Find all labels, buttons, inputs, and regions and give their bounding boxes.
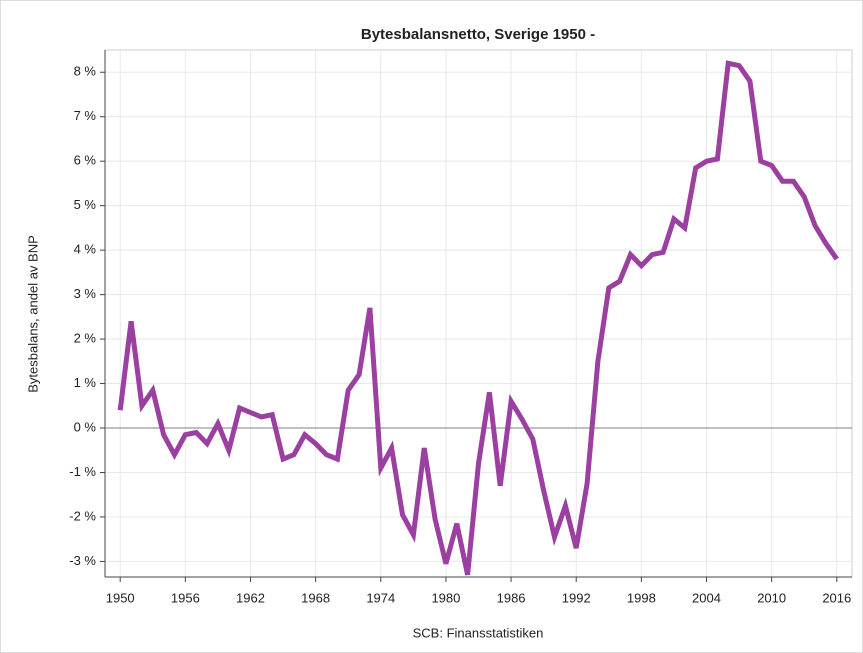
- x-tick-label: 2016: [822, 590, 851, 605]
- data-line: [117, 60, 839, 576]
- y-tick-label: -1 %: [69, 464, 96, 479]
- x-tick-label: 1998: [627, 590, 656, 605]
- y-tick-label: -2 %: [69, 508, 96, 523]
- y-tick-label: 6 %: [74, 153, 97, 168]
- y-tick-label: 4 %: [74, 242, 97, 257]
- x-tick-label: 1950: [106, 590, 135, 605]
- y-tick-label: 8 %: [74, 64, 97, 79]
- x-tick-label: 1968: [301, 590, 330, 605]
- x-tick-label: 1974: [366, 590, 395, 605]
- x-tick-label: 2010: [757, 590, 786, 605]
- plot-area: [104, 49, 853, 578]
- y-tick-label: 1 %: [74, 375, 97, 390]
- y-tick-label: 7 %: [74, 108, 97, 123]
- x-tick-label: 1962: [236, 590, 265, 605]
- x-axis-label: SCB: Finansstatistiken: [413, 625, 544, 640]
- y-tick-label: 0 %: [74, 419, 97, 434]
- x-tick-label: 1956: [171, 590, 200, 605]
- y-tick-label: 3 %: [74, 286, 97, 301]
- y-tick-label: 2 %: [74, 331, 97, 346]
- chart-title: Bytesbalansnetto, Sverige 1950 -: [361, 26, 595, 43]
- y-tick-label: -3 %: [69, 553, 96, 568]
- x-tick-label: 1980: [431, 590, 460, 605]
- y-tick-label: 5 %: [74, 197, 97, 212]
- y-axis-label: Bytesbalans, andel av BNP: [25, 235, 40, 393]
- x-tick-label: 1992: [562, 590, 591, 605]
- x-tick-label: 1986: [497, 590, 526, 605]
- x-tick-label: 2004: [692, 590, 721, 605]
